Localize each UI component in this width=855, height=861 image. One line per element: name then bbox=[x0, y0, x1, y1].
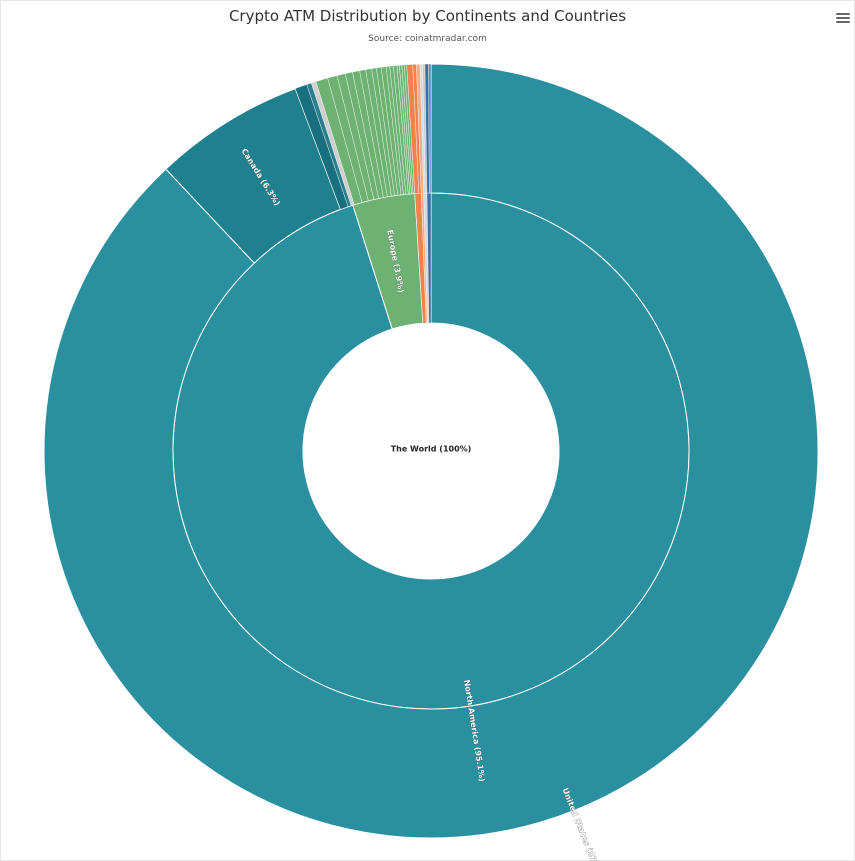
center-root-slice[interactable] bbox=[303, 323, 559, 579]
country-slice-29[interactable] bbox=[428, 63, 432, 194]
sunburst-rings bbox=[43, 63, 819, 839]
hamburger-menu-icon[interactable] bbox=[836, 13, 850, 25]
chart-subtitle: Source: coinatmradar.com bbox=[368, 34, 487, 44]
chart-title: Crypto ATM Distribution by Continents an… bbox=[228, 7, 627, 25]
center-label: The World (100%) bbox=[391, 445, 472, 454]
country-slice-united-states[interactable] bbox=[43, 63, 819, 839]
